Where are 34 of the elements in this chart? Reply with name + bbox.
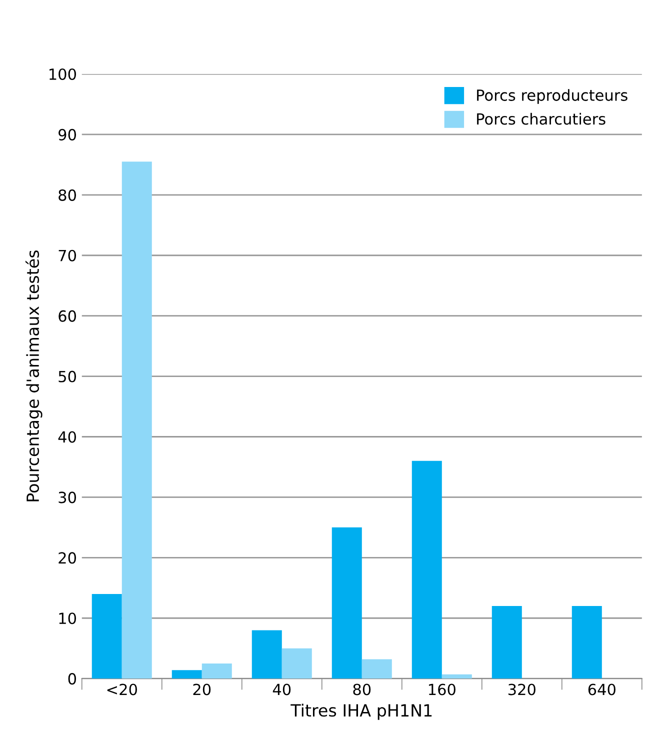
y-tick-label: 90	[58, 128, 76, 140]
x-tick-label: 640	[588, 684, 616, 696]
y-tick-label: 0	[68, 673, 76, 685]
y-tick-label: 10	[59, 612, 76, 624]
y-tick-label: 40	[58, 431, 76, 443]
bar	[122, 162, 152, 679]
y-tick-label: 30	[58, 492, 76, 504]
bar	[492, 606, 522, 679]
bar	[92, 594, 122, 679]
x-tick-label: 20	[193, 684, 211, 696]
legend-label: Porcs charcutiers	[477, 112, 606, 125]
y-tick-label: 100	[50, 68, 76, 80]
bar	[442, 674, 472, 679]
bar	[172, 670, 202, 679]
bar	[362, 659, 392, 679]
x-tick-label: <20	[107, 684, 137, 696]
bar	[282, 648, 312, 679]
y-tick-label: 80	[58, 189, 76, 201]
y-tick-label: 50	[58, 370, 76, 382]
bar	[332, 527, 362, 679]
bar	[252, 630, 282, 679]
x-tick-label: 40	[272, 684, 291, 696]
y-axis-title: Pourcentage d'animaux testés	[26, 250, 42, 502]
x-tick-label: 80	[353, 684, 371, 696]
y-tick-label: 70	[58, 250, 76, 262]
legend-label: Porcs reproducteurs	[477, 89, 628, 104]
bar	[412, 460, 442, 679]
bar	[202, 663, 232, 679]
x-tick-label: 320	[508, 684, 536, 696]
y-tick-label: 60	[58, 310, 76, 322]
x-axis-title: Titres IHA pH1N1	[290, 704, 432, 720]
x-tick-label: 160	[428, 684, 456, 696]
bar	[572, 606, 602, 679]
y-tick-label: 20	[58, 552, 76, 564]
